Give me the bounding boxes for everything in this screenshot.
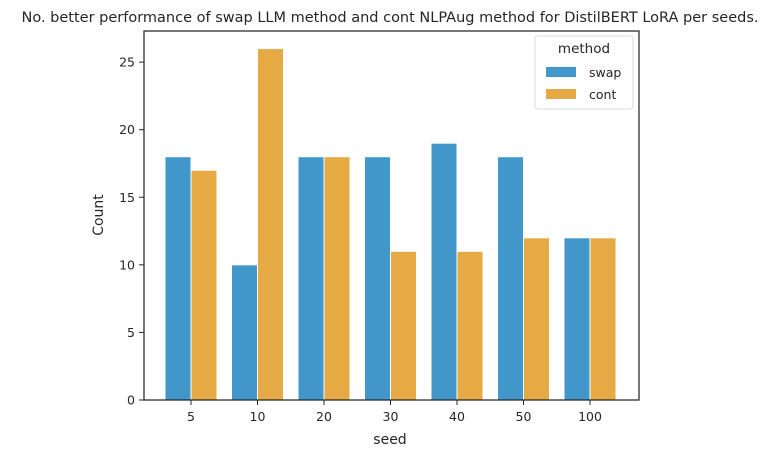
x-tick-label: 20	[316, 409, 332, 424]
bar-swap-10	[231, 264, 258, 401]
legend-label-swap: swap	[589, 65, 621, 80]
y-axis-label: Count	[91, 194, 107, 236]
bar-swap-40	[430, 142, 458, 401]
y-tick-label: 0	[127, 393, 135, 408]
x-axis-ticks: 5 10 20 30 40 50 100	[187, 400, 602, 424]
legend-label-cont: cont	[589, 87, 616, 102]
bars-group	[164, 48, 617, 401]
y-tick-label: 20	[119, 122, 135, 137]
chart-title: No. better performance of swap LLM metho…	[21, 10, 758, 26]
legend-swatch-swap	[546, 67, 576, 77]
x-tick-label: 5	[187, 409, 195, 424]
legend-swatch-cont	[546, 89, 576, 99]
bar-cont-30	[390, 250, 417, 401]
y-tick-label: 15	[119, 190, 135, 205]
x-tick-label: 100	[578, 409, 602, 424]
y-tick-label: 5	[127, 325, 135, 340]
legend-title: method	[558, 41, 610, 57]
bar-cont-40	[456, 250, 484, 401]
x-axis-label: seed	[373, 432, 406, 448]
bar-swap-5	[164, 156, 192, 401]
bar-swap-20	[297, 156, 325, 401]
bar-cont-20	[323, 156, 351, 401]
bar-cont-10	[257, 48, 284, 401]
bar-swap-100	[563, 237, 591, 401]
x-tick-label: 50	[516, 409, 532, 424]
x-tick-label: 40	[449, 409, 465, 424]
x-tick-label: 10	[250, 409, 266, 424]
legend: method swap cont	[534, 35, 634, 110]
x-tick-label: 30	[383, 409, 399, 424]
bar-swap-50	[497, 156, 524, 401]
y-axis-ticks: 0 5 10 15 20 25	[119, 55, 144, 408]
plot-frame	[143, 30, 640, 401]
y-tick-label: 10	[119, 257, 135, 272]
bar-cont-5	[190, 169, 218, 401]
y-tick-label: 25	[119, 55, 135, 70]
bar-cont-50	[523, 237, 550, 401]
bar-cont-100	[589, 237, 617, 401]
bar-swap-30	[364, 156, 391, 401]
